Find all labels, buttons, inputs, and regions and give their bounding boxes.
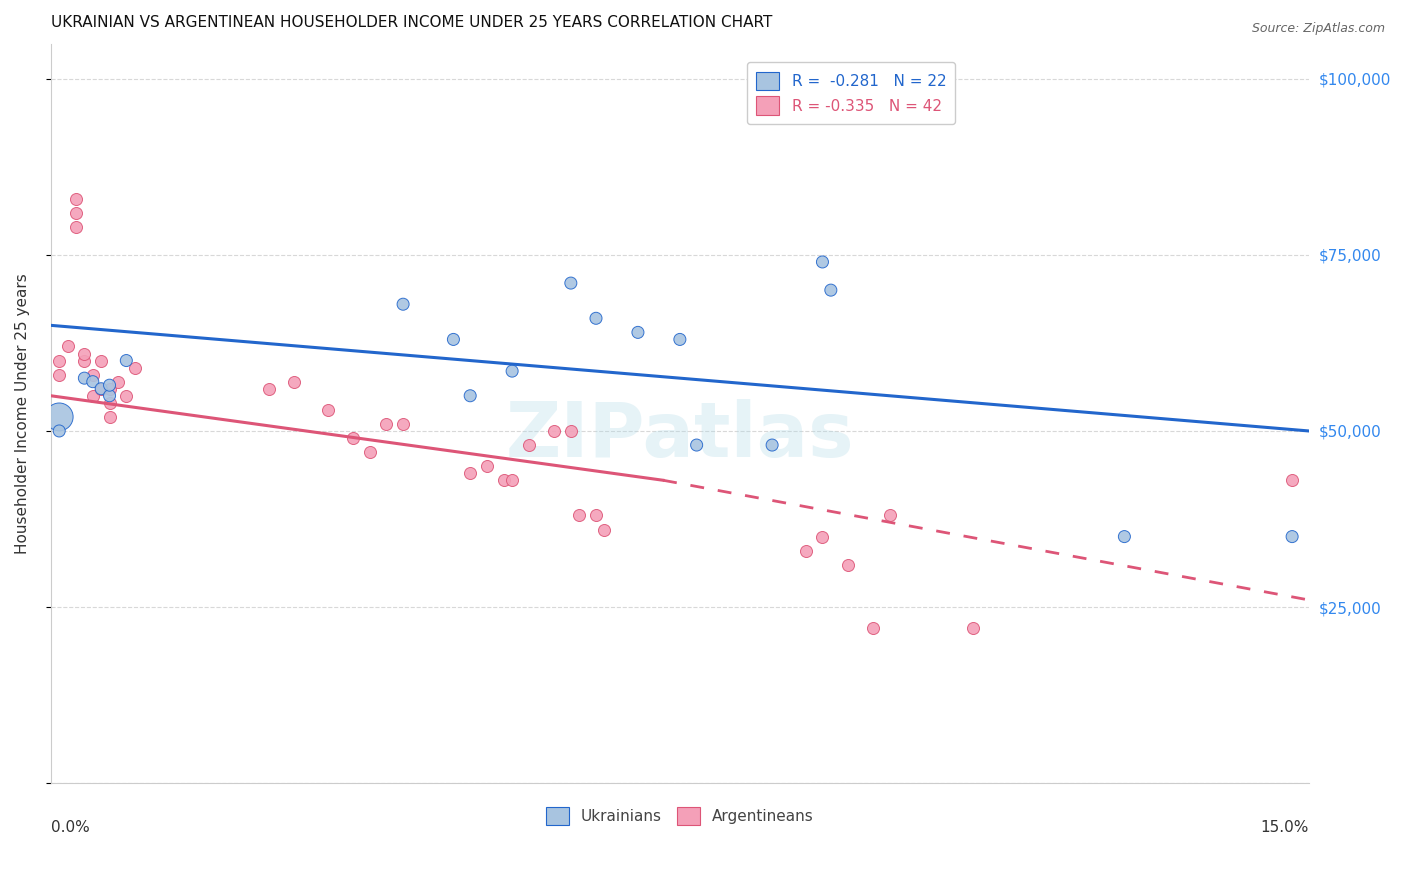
Point — [98, 396, 121, 410]
Point — [124, 360, 146, 375]
Point — [48, 368, 70, 382]
Text: 15.0%: 15.0% — [1261, 820, 1309, 835]
Point — [1281, 473, 1303, 487]
Point — [837, 558, 859, 572]
Point — [392, 297, 415, 311]
Point — [283, 375, 305, 389]
Point — [257, 382, 280, 396]
Point — [585, 311, 607, 326]
Point — [568, 508, 591, 523]
Point — [316, 402, 339, 417]
Point — [98, 378, 121, 392]
Text: UKRAINIAN VS ARGENTINEAN HOUSEHOLDER INCOME UNDER 25 YEARS CORRELATION CHART: UKRAINIAN VS ARGENTINEAN HOUSEHOLDER INC… — [51, 15, 772, 30]
Point — [115, 389, 138, 403]
Point — [65, 205, 87, 219]
Point — [359, 445, 381, 459]
Point — [98, 389, 121, 403]
Point — [73, 353, 96, 368]
Point — [48, 353, 70, 368]
Point — [48, 409, 70, 424]
Point — [1281, 530, 1303, 544]
Point — [458, 467, 481, 481]
Point — [82, 389, 104, 403]
Point — [560, 276, 582, 290]
Point — [492, 473, 515, 487]
Point — [441, 333, 464, 347]
Point — [73, 371, 96, 385]
Point — [48, 424, 70, 438]
Point — [90, 353, 112, 368]
Point — [593, 523, 616, 537]
Point — [560, 424, 582, 438]
Point — [98, 382, 121, 396]
Point — [761, 438, 783, 452]
Y-axis label: Householder Income Under 25 years: Householder Income Under 25 years — [15, 273, 30, 554]
Point — [458, 389, 481, 403]
Point — [82, 375, 104, 389]
Point — [65, 192, 87, 206]
Point — [56, 339, 79, 353]
Point — [811, 255, 834, 269]
Text: ZIPatlas: ZIPatlas — [506, 399, 855, 473]
Point — [669, 333, 692, 347]
Point — [342, 431, 364, 445]
Point — [517, 438, 540, 452]
Point — [962, 621, 984, 635]
Point — [98, 409, 121, 424]
Point — [65, 219, 87, 234]
Point — [879, 508, 901, 523]
Point — [90, 382, 112, 396]
Point — [685, 438, 707, 452]
Point — [90, 382, 112, 396]
Point — [73, 346, 96, 360]
Point — [820, 283, 842, 297]
Point — [107, 375, 129, 389]
Point — [585, 508, 607, 523]
Point — [811, 530, 834, 544]
Text: Source: ZipAtlas.com: Source: ZipAtlas.com — [1251, 22, 1385, 36]
Point — [475, 459, 498, 474]
Point — [501, 473, 523, 487]
Point — [82, 368, 104, 382]
Point — [1114, 530, 1136, 544]
Point — [627, 326, 650, 340]
Legend: Ukrainians, Argentineans: Ukrainians, Argentineans — [537, 797, 823, 835]
Text: 0.0%: 0.0% — [51, 820, 90, 835]
Point — [543, 424, 565, 438]
Point — [392, 417, 415, 431]
Point — [501, 364, 523, 378]
Point — [794, 543, 817, 558]
Point — [115, 353, 138, 368]
Point — [862, 621, 884, 635]
Point — [375, 417, 398, 431]
